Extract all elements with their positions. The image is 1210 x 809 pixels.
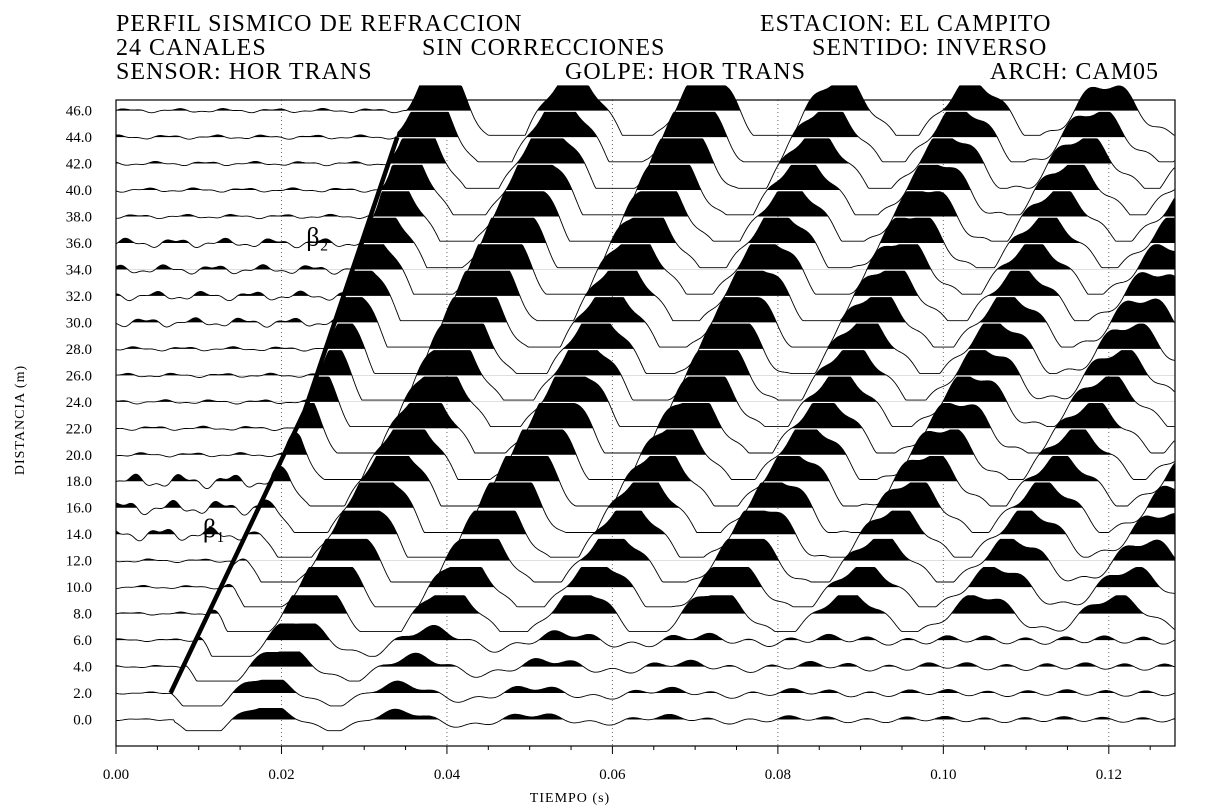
trace-wiggle-18.0 — [115, 456, 1175, 507]
y-tick-label: 12.0 — [66, 554, 92, 570]
trace-wiggle-46.0 — [115, 85, 1175, 136]
y-tick-label: 10.0 — [66, 580, 92, 596]
y-tick-label: 44.0 — [66, 130, 92, 146]
trace-fill-0.0 — [116, 708, 1175, 720]
x-axis-label: TIEMPO (s) — [530, 791, 610, 806]
trace-fill-4.0 — [116, 652, 1175, 667]
y-tick-label: 42.0 — [66, 157, 92, 173]
trace-fill-14.0 — [116, 511, 1175, 535]
trace-wiggle-16.0 — [115, 482, 1175, 533]
y-tick-label: 26.0 — [66, 368, 92, 384]
x-tick-labels: 0.00 0.02 0.04 0.06 0.08 0.10 0.12 — [103, 767, 1122, 783]
first-arrival-line — [168, 136, 400, 694]
trace-wiggle-36.0 — [115, 217, 1175, 269]
trace-fill-22.0 — [116, 403, 1175, 429]
x-tick-label: 0.08 — [765, 767, 791, 783]
y-tick-label: 8.0 — [73, 607, 92, 623]
y-tick-label: 20.0 — [66, 448, 92, 464]
y-tick-label: 40.0 — [66, 183, 92, 199]
header-line3-right: ARCH: CAM05 — [990, 59, 1159, 85]
x-tick-label: 0.00 — [103, 767, 129, 783]
trace-fill-18.0 — [116, 456, 1175, 482]
y-tick-label: 18.0 — [66, 474, 92, 490]
trace-fill-16.0 — [116, 483, 1175, 508]
y-tick-label: 30.0 — [66, 315, 92, 331]
trace-wiggle-24.0 — [115, 376, 1175, 428]
header-line2-mid: SIN CORRECCIONES — [422, 35, 665, 61]
header-line3-mid: GOLPE: HOR TRANS — [565, 59, 806, 85]
plot-frame — [115, 99, 1176, 754]
first-arrival-picks — [168, 136, 400, 694]
x-tick-label: 0.04 — [434, 767, 461, 783]
x-tick-label: 0.06 — [599, 767, 626, 783]
y-axis-label: DISTANCIA (m) — [13, 365, 28, 475]
y-tick-label: 14.0 — [66, 527, 92, 543]
trace-wiggle-30.0 — [115, 297, 1175, 348]
y-tick-label: 38.0 — [66, 209, 92, 225]
trace-wiggle-12.0 — [115, 538, 1175, 583]
trace-wiggle-6.0 — [115, 623, 1175, 657]
y-tick-label: 46.0 — [66, 104, 92, 120]
trace-fill-8.0 — [116, 595, 1175, 614]
y-tick-label: 6.0 — [73, 633, 92, 649]
trace-fill-30.0 — [116, 297, 1175, 323]
header-line2-right: SENTIDO: INVERSO — [812, 35, 1047, 61]
trace-wiggle-38.0 — [115, 191, 1175, 242]
trace-wiggle-2.0 — [115, 679, 1175, 707]
trace-wiggle-26.0 — [115, 350, 1175, 401]
trace-group — [115, 85, 1175, 732]
y-tick-label: 4.0 — [73, 660, 92, 676]
trace-fill-36.0 — [116, 218, 1175, 243]
trace-fill-42.0 — [116, 138, 1175, 164]
trace-wiggle-28.0 — [115, 323, 1175, 375]
x-tick-label: 0.02 — [268, 767, 294, 783]
trace-wiggle-40.0 — [115, 164, 1175, 216]
header-line2-left: 24 CANALES — [116, 35, 267, 61]
trace-wiggle-4.0 — [115, 651, 1175, 682]
annotation-beta-1: β₁ — [203, 514, 225, 543]
trace-wiggle-0.0 — [115, 707, 1175, 732]
trace-wiggle-34.0 — [115, 244, 1175, 295]
trace-fill-32.0 — [116, 271, 1175, 296]
plot-frame-rect — [115, 99, 1176, 747]
header-line3-left: SENSOR: HOR TRANS — [116, 59, 373, 85]
header-block: PERFIL SISMICO DE REFRACCION ESTACION: E… — [116, 11, 1159, 85]
header-line1-right: ESTACION: EL CAMPITO — [760, 11, 1051, 37]
y-tick-label: 22.0 — [66, 421, 92, 437]
trace-fill-2.0 — [116, 680, 1175, 694]
trace-fill-6.0 — [116, 623, 1175, 641]
y-tick-label: 0.0 — [73, 713, 92, 729]
x-tick-label: 0.12 — [1096, 767, 1122, 783]
x-tick-label: 0.10 — [930, 767, 956, 783]
trace-wiggle-8.0 — [115, 595, 1175, 633]
trace-wiggle-44.0 — [115, 111, 1175, 163]
trace-fill-34.0 — [116, 244, 1175, 270]
trace-fill-26.0 — [116, 350, 1175, 376]
trace-wiggle-32.0 — [115, 270, 1175, 322]
annotations: β₁ β₂ — [203, 223, 329, 543]
trace-fill-44.0 — [116, 112, 1175, 138]
trace-wiggle-14.0 — [115, 510, 1175, 558]
trace-fill-28.0 — [116, 324, 1175, 349]
trace-fill-10.0 — [116, 567, 1175, 588]
header-line1-left: PERFIL SISMICO DE REFRACCION — [116, 11, 523, 37]
trace-fill-40.0 — [116, 165, 1175, 191]
y-tick-label: 34.0 — [66, 262, 92, 278]
y-tick-label: 16.0 — [66, 501, 92, 517]
y-tick-label: 24.0 — [66, 395, 92, 411]
trace-fill-38.0 — [116, 191, 1175, 217]
trace-fill-24.0 — [116, 377, 1175, 402]
annotation-beta-2: β₂ — [306, 223, 328, 252]
y-tick-label: 2.0 — [73, 686, 92, 702]
y-tick-label: 32.0 — [66, 289, 92, 305]
trace-fill-12.0 — [116, 539, 1175, 561]
y-tick-label: 36.0 — [66, 236, 92, 252]
y-tick-labels: 46.0 44.0 42.0 40.0 38.0 36.0 34.0 32.0 30.0 28.0… — [66, 104, 92, 729]
trace-fill-46.0 — [116, 85, 1175, 111]
trace-fill-20.0 — [116, 430, 1175, 455]
trace-wiggle-10.0 — [115, 567, 1175, 608]
y-tick-label: 28.0 — [66, 342, 92, 358]
